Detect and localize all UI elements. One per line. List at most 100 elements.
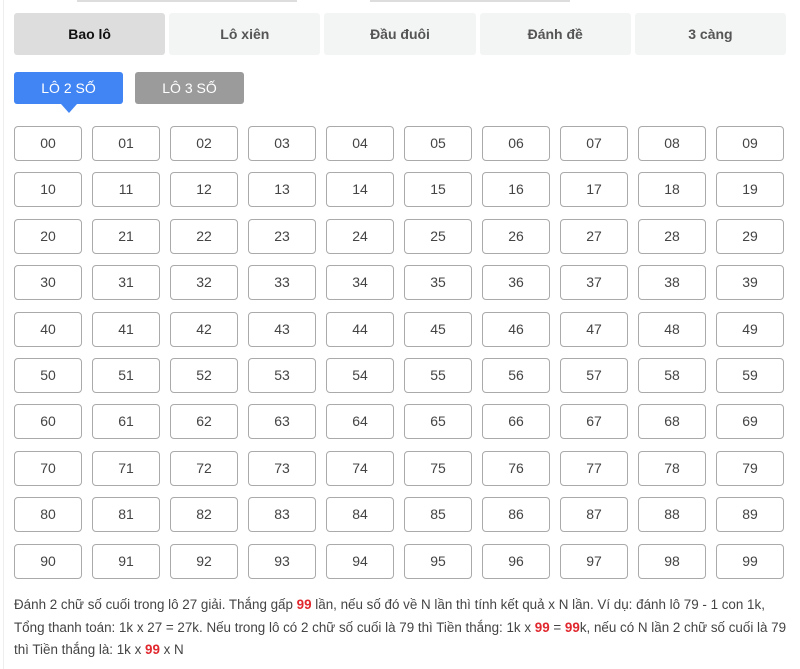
number-button[interactable]: 31 — [92, 265, 160, 301]
number-button[interactable]: 11 — [92, 172, 160, 208]
number-button[interactable]: 67 — [560, 404, 628, 440]
number-button[interactable]: 15 — [404, 172, 472, 208]
number-button[interactable]: 52 — [170, 357, 238, 393]
number-button[interactable]: 53 — [248, 357, 316, 393]
number-button[interactable]: 69 — [716, 404, 784, 440]
number-button[interactable]: 01 — [92, 126, 160, 161]
number-button[interactable]: 93 — [248, 543, 316, 579]
number-button[interactable]: 06 — [482, 126, 550, 161]
number-button[interactable]: 16 — [482, 172, 550, 208]
number-button[interactable]: 70 — [14, 450, 82, 486]
number-button[interactable]: 28 — [638, 218, 706, 254]
number-button[interactable]: 41 — [92, 311, 160, 347]
tab-lo-xien[interactable]: Lô xiên — [169, 13, 321, 55]
number-button[interactable]: 92 — [170, 543, 238, 579]
number-button[interactable]: 73 — [248, 450, 316, 486]
number-button[interactable]: 08 — [638, 126, 706, 161]
number-button[interactable]: 43 — [248, 311, 316, 347]
number-button[interactable]: 81 — [92, 497, 160, 533]
number-button[interactable]: 04 — [326, 126, 394, 161]
number-button[interactable]: 60 — [14, 404, 82, 440]
number-button[interactable]: 22 — [170, 218, 238, 254]
number-button[interactable]: 85 — [404, 497, 472, 533]
number-button[interactable]: 45 — [404, 311, 472, 347]
number-button[interactable]: 84 — [326, 497, 394, 533]
tab-danh-de[interactable]: Đánh đề — [479, 13, 631, 55]
number-button[interactable]: 72 — [170, 450, 238, 486]
number-button[interactable]: 39 — [716, 265, 784, 301]
number-button[interactable]: 75 — [404, 450, 472, 486]
number-button[interactable]: 98 — [638, 543, 706, 579]
number-button[interactable]: 91 — [92, 543, 160, 579]
number-button[interactable]: 99 — [716, 543, 784, 579]
number-button[interactable]: 49 — [716, 311, 784, 347]
number-button[interactable]: 77 — [560, 450, 628, 486]
number-button[interactable]: 59 — [716, 357, 784, 393]
number-button[interactable]: 40 — [14, 311, 82, 347]
number-button[interactable]: 65 — [404, 404, 472, 440]
number-button[interactable]: 88 — [638, 497, 706, 533]
number-button[interactable]: 58 — [638, 357, 706, 393]
number-button[interactable]: 47 — [560, 311, 628, 347]
number-button[interactable]: 78 — [638, 450, 706, 486]
number-button[interactable]: 03 — [248, 126, 316, 161]
number-button[interactable]: 18 — [638, 172, 706, 208]
number-button[interactable]: 57 — [560, 357, 628, 393]
number-button[interactable]: 42 — [170, 311, 238, 347]
number-button[interactable]: 51 — [92, 357, 160, 393]
number-button[interactable]: 64 — [326, 404, 394, 440]
number-button[interactable]: 24 — [326, 218, 394, 254]
number-button[interactable]: 26 — [482, 218, 550, 254]
number-button[interactable]: 94 — [326, 543, 394, 579]
number-button[interactable]: 02 — [170, 126, 238, 161]
number-button[interactable]: 74 — [326, 450, 394, 486]
subtab-lo-2-so[interactable]: LÔ 2 SỐ — [14, 72, 123, 113]
number-button[interactable]: 29 — [716, 218, 784, 254]
number-button[interactable]: 17 — [560, 172, 628, 208]
number-button[interactable]: 83 — [248, 497, 316, 533]
number-button[interactable]: 63 — [248, 404, 316, 440]
number-button[interactable]: 12 — [170, 172, 238, 208]
number-button[interactable]: 80 — [14, 497, 82, 533]
number-button[interactable]: 23 — [248, 218, 316, 254]
number-button[interactable]: 79 — [716, 450, 784, 486]
subtab-lo-3-so[interactable]: LÔ 3 SỐ — [135, 72, 244, 104]
number-button[interactable]: 66 — [482, 404, 550, 440]
number-button[interactable]: 37 — [560, 265, 628, 301]
number-button[interactable]: 36 — [482, 265, 550, 301]
number-button[interactable]: 30 — [14, 265, 82, 301]
number-button[interactable]: 35 — [404, 265, 472, 301]
number-button[interactable]: 09 — [716, 126, 784, 161]
number-button[interactable]: 55 — [404, 357, 472, 393]
number-button[interactable]: 05 — [404, 126, 472, 161]
number-button[interactable]: 38 — [638, 265, 706, 301]
number-button[interactable]: 44 — [326, 311, 394, 347]
number-button[interactable]: 19 — [716, 172, 784, 208]
number-button[interactable]: 68 — [638, 404, 706, 440]
number-button[interactable]: 32 — [170, 265, 238, 301]
number-button[interactable]: 21 — [92, 218, 160, 254]
tab-bao-lo[interactable]: Bao lô — [14, 13, 166, 55]
number-button[interactable]: 50 — [14, 357, 82, 393]
number-button[interactable]: 20 — [14, 218, 82, 254]
number-button[interactable]: 90 — [14, 543, 82, 579]
number-button[interactable]: 13 — [248, 172, 316, 208]
number-button[interactable]: 87 — [560, 497, 628, 533]
number-button[interactable]: 61 — [92, 404, 160, 440]
number-button[interactable]: 95 — [404, 543, 472, 579]
number-button[interactable]: 25 — [404, 218, 472, 254]
number-button[interactable]: 62 — [170, 404, 238, 440]
number-button[interactable]: 34 — [326, 265, 394, 301]
number-button[interactable]: 56 — [482, 357, 550, 393]
number-button[interactable]: 82 — [170, 497, 238, 533]
number-button[interactable]: 10 — [14, 172, 82, 208]
number-button[interactable]: 97 — [560, 543, 628, 579]
number-button[interactable]: 00 — [14, 126, 82, 161]
tab-3-cang[interactable]: 3 càng — [634, 13, 787, 55]
number-button[interactable]: 14 — [326, 172, 394, 208]
tab-dau-duoi[interactable]: Đầu đuôi — [324, 13, 476, 55]
number-button[interactable]: 48 — [638, 311, 706, 347]
number-button[interactable]: 71 — [92, 450, 160, 486]
number-button[interactable]: 76 — [482, 450, 550, 486]
number-button[interactable]: 33 — [248, 265, 316, 301]
